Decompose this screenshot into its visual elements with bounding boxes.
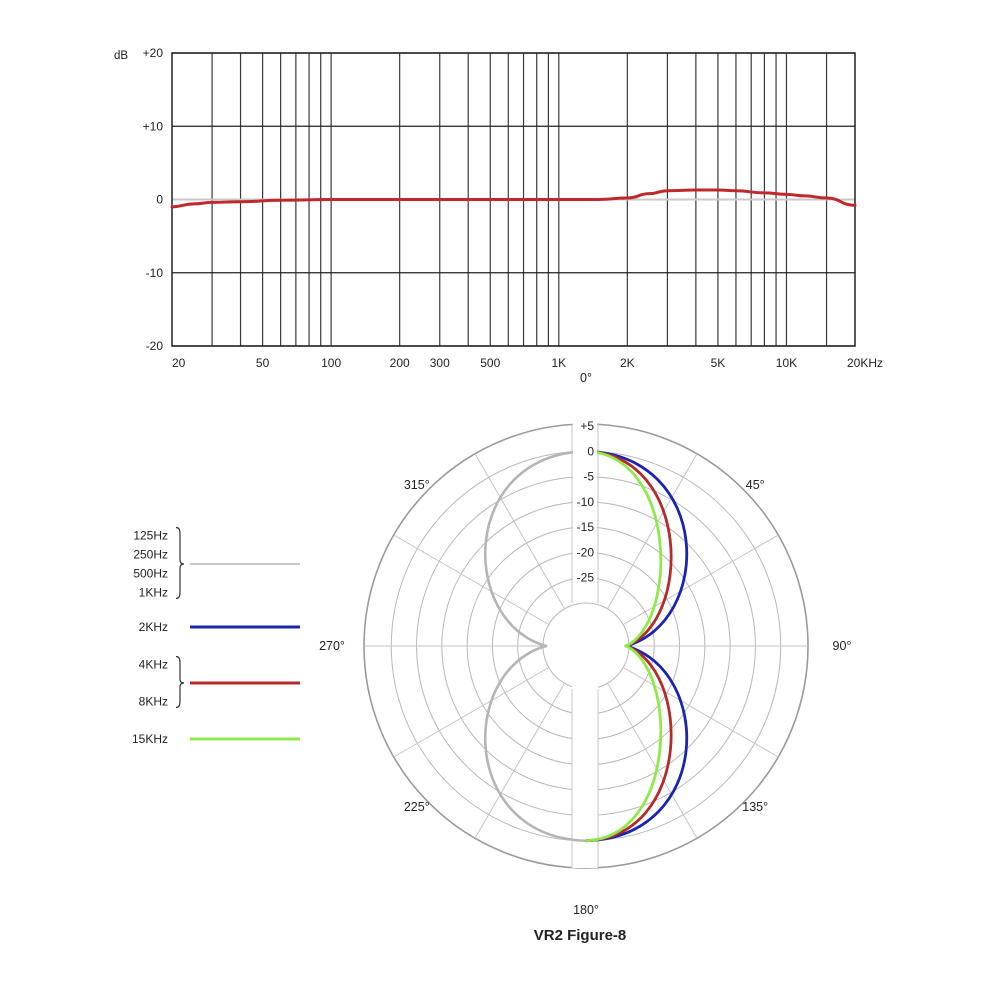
polar-pattern-chart: +5 0 -5 -10 -15 -20 -25 0° 45° 90° 135° 180° 225° 27… <box>319 371 851 944</box>
polar-spoke <box>393 534 550 625</box>
legend-label: 8KHz <box>139 695 168 709</box>
polar-r-tick-backing <box>573 443 597 458</box>
polar-r-tick-labels: +5 0 -5 -10 -15 -20 -25 <box>573 418 597 585</box>
polar-lobe-lower <box>483 644 587 843</box>
polar-r-tick-label: -5 <box>583 470 594 484</box>
polar-bottom-axis-gap <box>572 676 598 868</box>
polar-r-tick-label: -25 <box>577 571 595 585</box>
polar-angle-label: 180° <box>573 903 599 917</box>
polar-r-tick-backing <box>573 544 597 559</box>
polar-lobe-lower <box>585 644 689 843</box>
fr-x-tick-label: 50 <box>256 356 270 370</box>
polar-r-tick-label: 0 <box>587 444 594 458</box>
fr-x-tick-label: 20 <box>172 356 186 370</box>
legend-label: 4KHz <box>139 658 168 672</box>
polar-lobe-lower <box>585 644 673 843</box>
fr-y-tick-label: 0 <box>156 193 163 207</box>
fr-y-tick-labels: +20 +10 0 -10 -20 <box>143 46 164 353</box>
legend-brace <box>175 526 185 600</box>
polar-spoke <box>622 667 779 758</box>
polar-title: VR2 Figure-8 <box>534 927 627 944</box>
polar-angle-label: 90° <box>833 639 852 653</box>
polar-r-tick-backing <box>573 493 597 508</box>
polar-r-tick-label: +5 <box>580 419 594 433</box>
polar-r-tick-label: -15 <box>577 520 595 534</box>
fr-x-tick-label: 300 <box>430 356 450 370</box>
fr-x-tick-label: 2K <box>620 356 635 370</box>
polar-angle-label: 135° <box>742 800 768 814</box>
fr-x-tick-label: 20KHz <box>847 356 883 370</box>
polar-lobe-upper <box>585 449 663 648</box>
fr-y-tick-label: +10 <box>143 119 164 133</box>
legend-label: 1KHz <box>139 586 168 600</box>
legend-label: 15KHz <box>132 732 168 746</box>
fr-response-curve <box>170 188 857 209</box>
legend-label: 250Hz <box>133 548 168 562</box>
polar-spoke <box>474 682 565 839</box>
fr-y-tick-label: +20 <box>143 46 164 60</box>
legend-label: 500Hz <box>133 567 168 581</box>
polar-angle-label: 45° <box>746 478 765 492</box>
polar-r-tick-label: -10 <box>577 495 595 509</box>
polar-spoke <box>607 453 698 610</box>
polar-angle-labels: 0° 45° 90° 135° 180° 225° 270° 315° <box>319 371 851 917</box>
fr-x-tick-label: 10K <box>776 356 797 370</box>
fr-x-tick-labels: 20 50 100 200 300 500 1K 2K 5K 10K 20KHz <box>172 356 883 370</box>
frequency-response-chart: +20+100-10-20 20 50 100 200 300 500 1K 2K 5K 10K 2… <box>114 46 883 370</box>
polar-spoke <box>622 534 779 625</box>
fr-y-axis-label: dB <box>114 50 128 62</box>
legend-brace <box>175 655 185 709</box>
polar-r-tick-backing <box>573 468 597 483</box>
fr-x-tick-label: 5K <box>711 356 726 370</box>
polar-r-tick-label: -20 <box>577 545 595 559</box>
polar-angle-label: 0° <box>580 371 592 385</box>
fr-x-tick-label: 200 <box>390 356 410 370</box>
polar-lobe-lower <box>585 644 663 843</box>
polar-spoke <box>393 667 550 758</box>
fr-y-tick-label: -20 <box>146 339 164 353</box>
polar-lobe-upper <box>483 449 587 648</box>
polar-r-tick-backing <box>573 569 597 584</box>
polar-lobe-upper <box>585 449 689 648</box>
legend-label: 125Hz <box>133 529 168 543</box>
polar-angle-label: 270° <box>319 639 345 653</box>
fr-series <box>170 188 857 209</box>
polar-angle-label: 315° <box>404 478 430 492</box>
polar-spoke <box>474 453 565 610</box>
polar-legend: 125Hz 250Hz 500Hz 1KHz 2KHz 4KHz 8KHz 15KHz <box>132 526 300 746</box>
polar-r-tick-backing <box>573 519 597 534</box>
polar-r-tick-backing <box>573 418 597 432</box>
fr-y-tick-label: -10 <box>146 266 164 280</box>
fr-x-tick-label: 100 <box>321 356 341 370</box>
legend-label: 2KHz <box>139 620 168 634</box>
polar-spoke <box>607 682 698 839</box>
fr-plot-frame <box>171 52 856 347</box>
fr-x-tick-label: 1K <box>551 356 566 370</box>
polar-lobe-upper <box>585 449 673 648</box>
polar-angle-label: 225° <box>404 800 430 814</box>
fr-x-tick-label: 500 <box>480 356 500 370</box>
polar-series <box>483 449 689 843</box>
